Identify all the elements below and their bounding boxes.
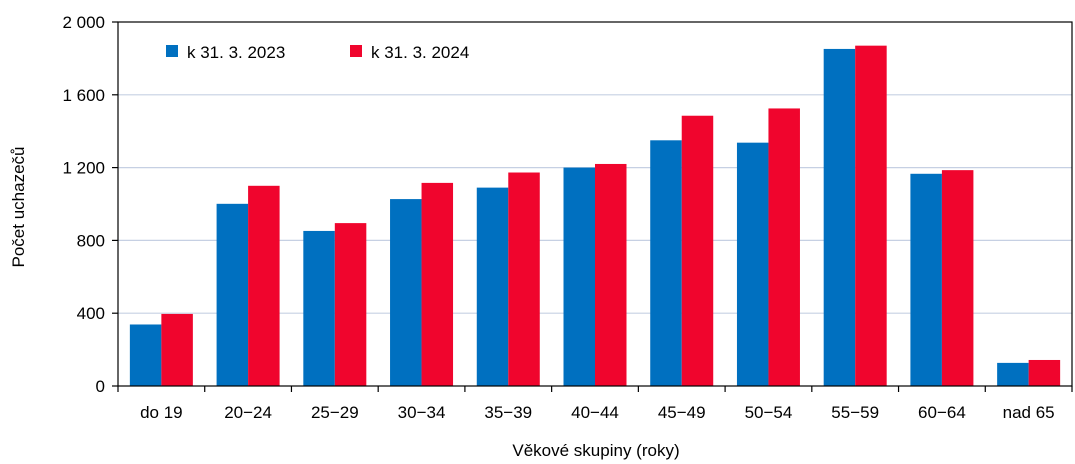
y-tick-label: 1 600: [62, 86, 105, 105]
bar-series-2: [334, 223, 367, 386]
bar-series-1: [563, 167, 595, 386]
x-tick-label: 35−39: [484, 403, 532, 422]
bar-series-2: [941, 170, 974, 386]
x-tick-label: 50−54: [745, 403, 793, 422]
plot-frame: [117, 21, 1073, 387]
legend-swatch: [166, 45, 178, 57]
bar-series-1: [910, 173, 942, 386]
bar-series-1: [736, 142, 769, 386]
bar-series-1: [303, 230, 335, 386]
x-tick-label: do 19: [140, 403, 183, 422]
y-tick-label: 400: [77, 304, 105, 323]
y-axis-title: Počet uchazečů: [9, 147, 28, 268]
legend-label: k 31. 3. 2024: [371, 43, 469, 62]
x-tick-label: 25−29: [311, 403, 359, 422]
x-tick-label: nad 65: [1003, 403, 1055, 422]
bar-series-2: [595, 163, 627, 386]
x-tick-label: 45−49: [658, 403, 706, 422]
x-tick-label: 20−24: [224, 403, 272, 422]
bars: [129, 45, 1061, 386]
y-tick-label: 2 000: [62, 13, 105, 32]
bar-series-2: [681, 115, 714, 386]
x-axis-title: Věkové skupiny (roky): [512, 441, 679, 460]
y-axis-ticks: 0 400 800 1 200 1 600 2 000: [62, 13, 118, 396]
bar-series-2: [768, 108, 800, 386]
x-tick-label: 30−34: [398, 403, 446, 422]
bar-series-2: [248, 185, 280, 386]
bar-series-2: [421, 182, 454, 386]
x-tick-label: 55−59: [831, 403, 879, 422]
plot-border: [117, 21, 1073, 387]
bar-series-1: [390, 199, 422, 386]
bar-series-1: [216, 203, 249, 386]
legend: k 31. 3. 2023 k 31. 3. 2024: [166, 43, 469, 62]
bar-series-1: [476, 187, 509, 386]
x-tick-label: 60−64: [918, 403, 966, 422]
x-tick-label: 40−44: [571, 403, 619, 422]
y-tick-label: 800: [77, 231, 105, 250]
bar-series-1: [650, 140, 682, 386]
legend-swatch: [350, 45, 362, 57]
bar-series-2: [855, 45, 887, 386]
bar-series-2: [1028, 359, 1061, 386]
y-tick-label: 0: [96, 377, 105, 396]
bar-series-1: [129, 324, 162, 386]
bar-series-1: [997, 362, 1029, 386]
bar-series-2: [161, 313, 193, 386]
bar-series-1: [823, 48, 856, 386]
y-tick-label: 1 200: [62, 159, 105, 178]
legend-label: k 31. 3. 2023: [187, 43, 285, 62]
x-axis-ticks: do 19 20−24 25−29 30−34 35−39 40−44 45−49 50−54…: [117, 386, 1073, 422]
bar-series-2: [508, 172, 540, 386]
